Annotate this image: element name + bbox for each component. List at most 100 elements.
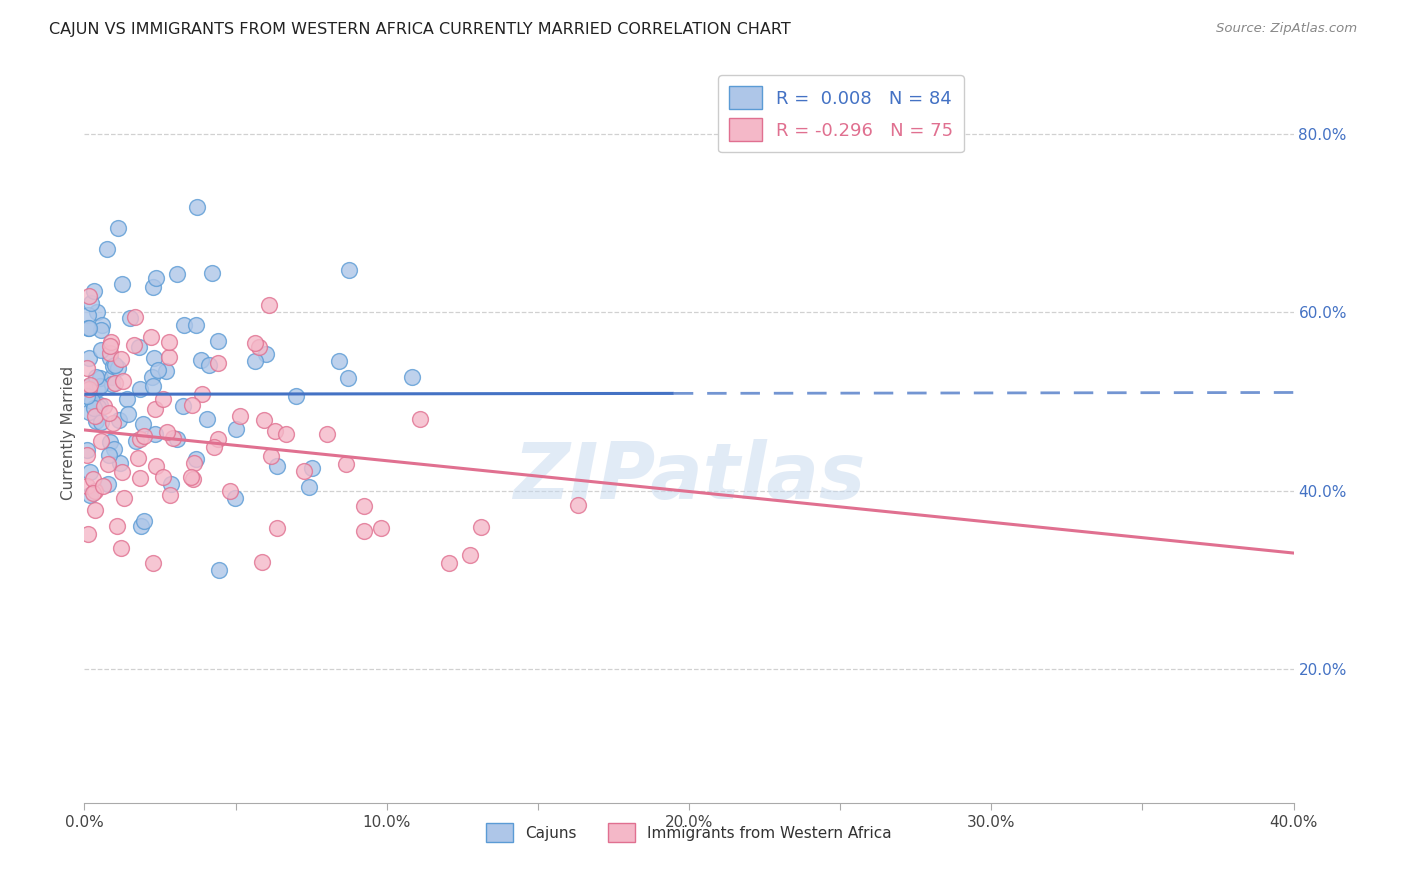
Point <box>156 425 179 439</box>
Point <box>252 413 274 427</box>
Point <box>76 527 98 541</box>
Point <box>157 335 180 350</box>
Point <box>243 354 266 368</box>
Point <box>76 379 98 393</box>
Point <box>89 379 111 393</box>
Point <box>259 449 281 463</box>
Point <box>76 320 98 334</box>
Point <box>142 280 165 294</box>
Point <box>89 398 111 412</box>
Point <box>103 442 125 456</box>
Point <box>90 323 112 337</box>
Point <box>335 457 357 471</box>
Point <box>79 488 101 502</box>
Point <box>173 318 195 333</box>
Point <box>128 382 150 396</box>
Point <box>301 460 323 475</box>
Point <box>107 220 129 235</box>
Point <box>160 477 183 491</box>
Point <box>132 417 155 431</box>
Point <box>181 472 204 486</box>
Point <box>108 456 131 470</box>
Point <box>172 400 194 414</box>
Point <box>84 503 107 517</box>
Point <box>83 409 105 423</box>
Point <box>100 434 122 449</box>
Point <box>266 521 288 535</box>
Point <box>470 519 492 533</box>
Point <box>264 424 287 438</box>
Point <box>315 426 337 441</box>
Point <box>77 351 100 366</box>
Point <box>141 369 163 384</box>
Point <box>285 389 308 403</box>
Point <box>93 399 115 413</box>
Point <box>100 351 122 366</box>
Point <box>101 359 124 373</box>
Point <box>162 431 184 445</box>
Point <box>86 382 108 396</box>
Point <box>143 426 166 441</box>
Point <box>274 426 297 441</box>
Point <box>254 347 277 361</box>
Point <box>207 356 229 370</box>
Point <box>108 412 131 426</box>
Point <box>111 374 134 388</box>
Point <box>111 465 134 479</box>
Point <box>353 524 375 538</box>
Point <box>91 479 114 493</box>
Point <box>97 457 120 471</box>
Point <box>224 491 246 505</box>
Legend: Cajuns, Immigrants from Western Africa: Cajuns, Immigrants from Western Africa <box>479 816 898 848</box>
Point <box>129 432 152 446</box>
Point <box>181 398 204 412</box>
Point <box>76 448 98 462</box>
Point <box>207 433 229 447</box>
Point <box>125 434 148 448</box>
Point <box>124 310 146 325</box>
Text: CAJUN VS IMMIGRANTS FROM WESTERN AFRICA CURRENTLY MARRIED CORRELATION CHART: CAJUN VS IMMIGRANTS FROM WESTERN AFRICA … <box>49 22 792 37</box>
Point <box>298 480 321 494</box>
Point <box>186 201 208 215</box>
Point <box>100 370 122 384</box>
Text: Source: ZipAtlas.com: Source: ZipAtlas.com <box>1216 22 1357 36</box>
Point <box>134 514 156 528</box>
Point <box>184 318 207 333</box>
Point <box>201 266 224 280</box>
Point <box>97 477 120 491</box>
Point <box>145 458 167 473</box>
Point <box>152 470 174 484</box>
Point <box>110 541 132 555</box>
Point <box>180 470 202 484</box>
Y-axis label: Currently Married: Currently Married <box>60 366 76 500</box>
Point <box>159 488 181 502</box>
Point <box>243 336 266 351</box>
Point <box>96 243 118 257</box>
Point <box>76 360 98 375</box>
Point <box>86 305 108 319</box>
Point <box>202 441 225 455</box>
Point <box>82 485 104 500</box>
Point <box>198 358 221 372</box>
Point <box>401 369 423 384</box>
Point <box>229 409 252 423</box>
Point <box>117 407 139 421</box>
Point <box>166 432 188 446</box>
Point <box>207 334 229 349</box>
Point <box>142 379 165 393</box>
Point <box>143 402 166 417</box>
Point <box>89 371 111 385</box>
Point <box>127 451 149 466</box>
Point <box>79 321 101 335</box>
Point <box>186 452 208 467</box>
Point <box>98 448 121 462</box>
Point <box>97 406 120 420</box>
Point <box>129 470 152 484</box>
Point <box>84 414 107 428</box>
Point <box>337 370 360 384</box>
Point <box>104 359 127 373</box>
Point <box>337 263 360 277</box>
Point <box>87 401 110 415</box>
Point <box>79 383 101 397</box>
Point <box>266 458 288 473</box>
